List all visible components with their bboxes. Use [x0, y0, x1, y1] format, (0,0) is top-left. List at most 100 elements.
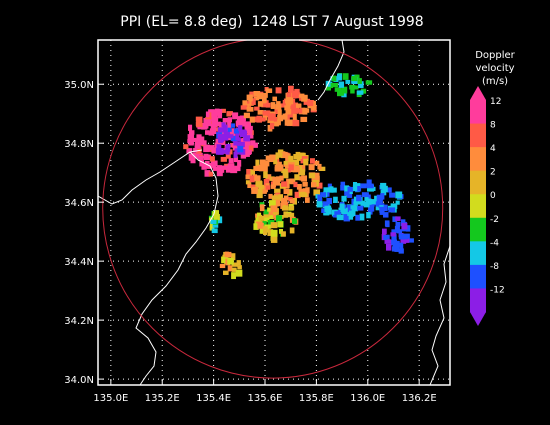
- echo-cell: [257, 101, 264, 107]
- echo-cell: [226, 134, 234, 139]
- echo-cell: [255, 159, 260, 167]
- echo-cell: [231, 262, 238, 267]
- echo-cell: [294, 191, 301, 199]
- coastline: [98, 40, 450, 385]
- echo-cell: [302, 188, 308, 195]
- echo-cell: [233, 151, 238, 158]
- echo-cell: [391, 246, 397, 252]
- echo-cell: [221, 108, 226, 113]
- echo-cell: [265, 174, 272, 181]
- echo-cell: [300, 116, 308, 123]
- echo-cell: [296, 184, 302, 190]
- echo-west-core-inner: [215, 122, 251, 158]
- echo-cell: [333, 196, 338, 203]
- x-tick-label-4: 135.8E: [299, 393, 334, 404]
- echo-cell: [394, 245, 400, 252]
- echo-cell: [245, 149, 252, 155]
- echo-cell: [395, 240, 400, 247]
- echo-cell: [245, 180, 252, 185]
- echo-cell: [287, 189, 293, 196]
- echo-cell: [270, 229, 278, 237]
- echo-cell: [282, 171, 289, 179]
- legend-label-6: -4: [490, 238, 499, 248]
- echo-cell: [365, 198, 372, 205]
- echo-cell: [240, 119, 246, 127]
- echo-cell: [395, 191, 403, 199]
- echo-cell: [288, 164, 294, 171]
- echo-cell: [292, 107, 299, 114]
- echo-cell: [288, 85, 294, 93]
- plot-area: [98, 40, 450, 385]
- echo-cell: [392, 216, 398, 222]
- echo-cell: [317, 194, 323, 202]
- echo-cell: [338, 89, 344, 96]
- echo-cell: [289, 198, 295, 204]
- echo-cell: [262, 226, 268, 231]
- echo-cell: [208, 171, 214, 177]
- y-tick-label-2: 34.6N: [64, 198, 94, 209]
- echo-cell: [277, 166, 284, 171]
- x-tick-label-1: 135.2E: [145, 393, 180, 404]
- echo-cell: [216, 165, 224, 172]
- echo-cell: [220, 156, 227, 162]
- echo-cell: [217, 127, 224, 133]
- echo-cell: [366, 183, 373, 188]
- echo-cell: [222, 134, 229, 141]
- echo-cell: [262, 110, 269, 116]
- echo-cell: [331, 75, 337, 82]
- echo-cell: [405, 225, 411, 232]
- echo-cell: [249, 116, 255, 123]
- echo-cell: [225, 143, 231, 149]
- echo-cell: [209, 156, 215, 162]
- echo-cell: [400, 237, 407, 244]
- echo-cell: [234, 156, 239, 163]
- echo-cell: [230, 167, 238, 174]
- echo-cell: [218, 136, 225, 143]
- y-axis-ticks: 35.0N 34.8N 34.6N 34.4N 34.2N 34.0N: [64, 80, 104, 386]
- echo-cell: [271, 113, 276, 119]
- legend-arrow-top: [470, 86, 486, 100]
- echo-cell: [276, 101, 281, 106]
- echo-cell: [298, 191, 306, 197]
- echo-cell: [253, 165, 260, 171]
- echo-cell: [211, 147, 219, 154]
- echo-cell: [346, 204, 352, 210]
- echo-cell: [209, 128, 217, 134]
- echo-cell: [317, 163, 322, 170]
- x-tick-label-6: 136.2E: [402, 393, 437, 404]
- echo-cell: [240, 154, 247, 159]
- x-tick-label-2: 135.4E: [196, 393, 231, 404]
- echo-cell: [361, 192, 369, 198]
- echo-cell: [286, 92, 292, 98]
- echo-cell: [195, 139, 202, 144]
- echo-cell: [315, 172, 320, 180]
- range-ring: [102, 40, 444, 379]
- echo-cell: [256, 193, 263, 199]
- echo-cell: [204, 119, 212, 127]
- echo-cell: [285, 182, 290, 189]
- echo-cell: [199, 160, 205, 167]
- echo-cell: [405, 236, 410, 243]
- echo-cell: [285, 108, 292, 115]
- echo-cell: [236, 260, 241, 266]
- echo-cell: [353, 182, 358, 188]
- echo-cell: [284, 105, 291, 111]
- echo-cell: [241, 129, 247, 136]
- echo-cell: [248, 94, 253, 102]
- echo-east-tail: [381, 216, 414, 254]
- echo-cell: [284, 195, 289, 200]
- echo-cell: [296, 92, 301, 99]
- legend-swatch-4: [470, 194, 486, 219]
- echo-field: [183, 73, 414, 280]
- echo-cell: [265, 155, 272, 161]
- echo-cell: [253, 223, 259, 230]
- echo-cell: [274, 109, 280, 115]
- echo-cell: [237, 145, 244, 153]
- echo-cell: [215, 108, 223, 116]
- echo-cell: [254, 106, 260, 111]
- echo-cell: [267, 207, 272, 212]
- echo-cell: [360, 200, 365, 207]
- echo-cell: [281, 231, 286, 237]
- echo-cell: [245, 174, 253, 180]
- echo-cell: [334, 87, 342, 92]
